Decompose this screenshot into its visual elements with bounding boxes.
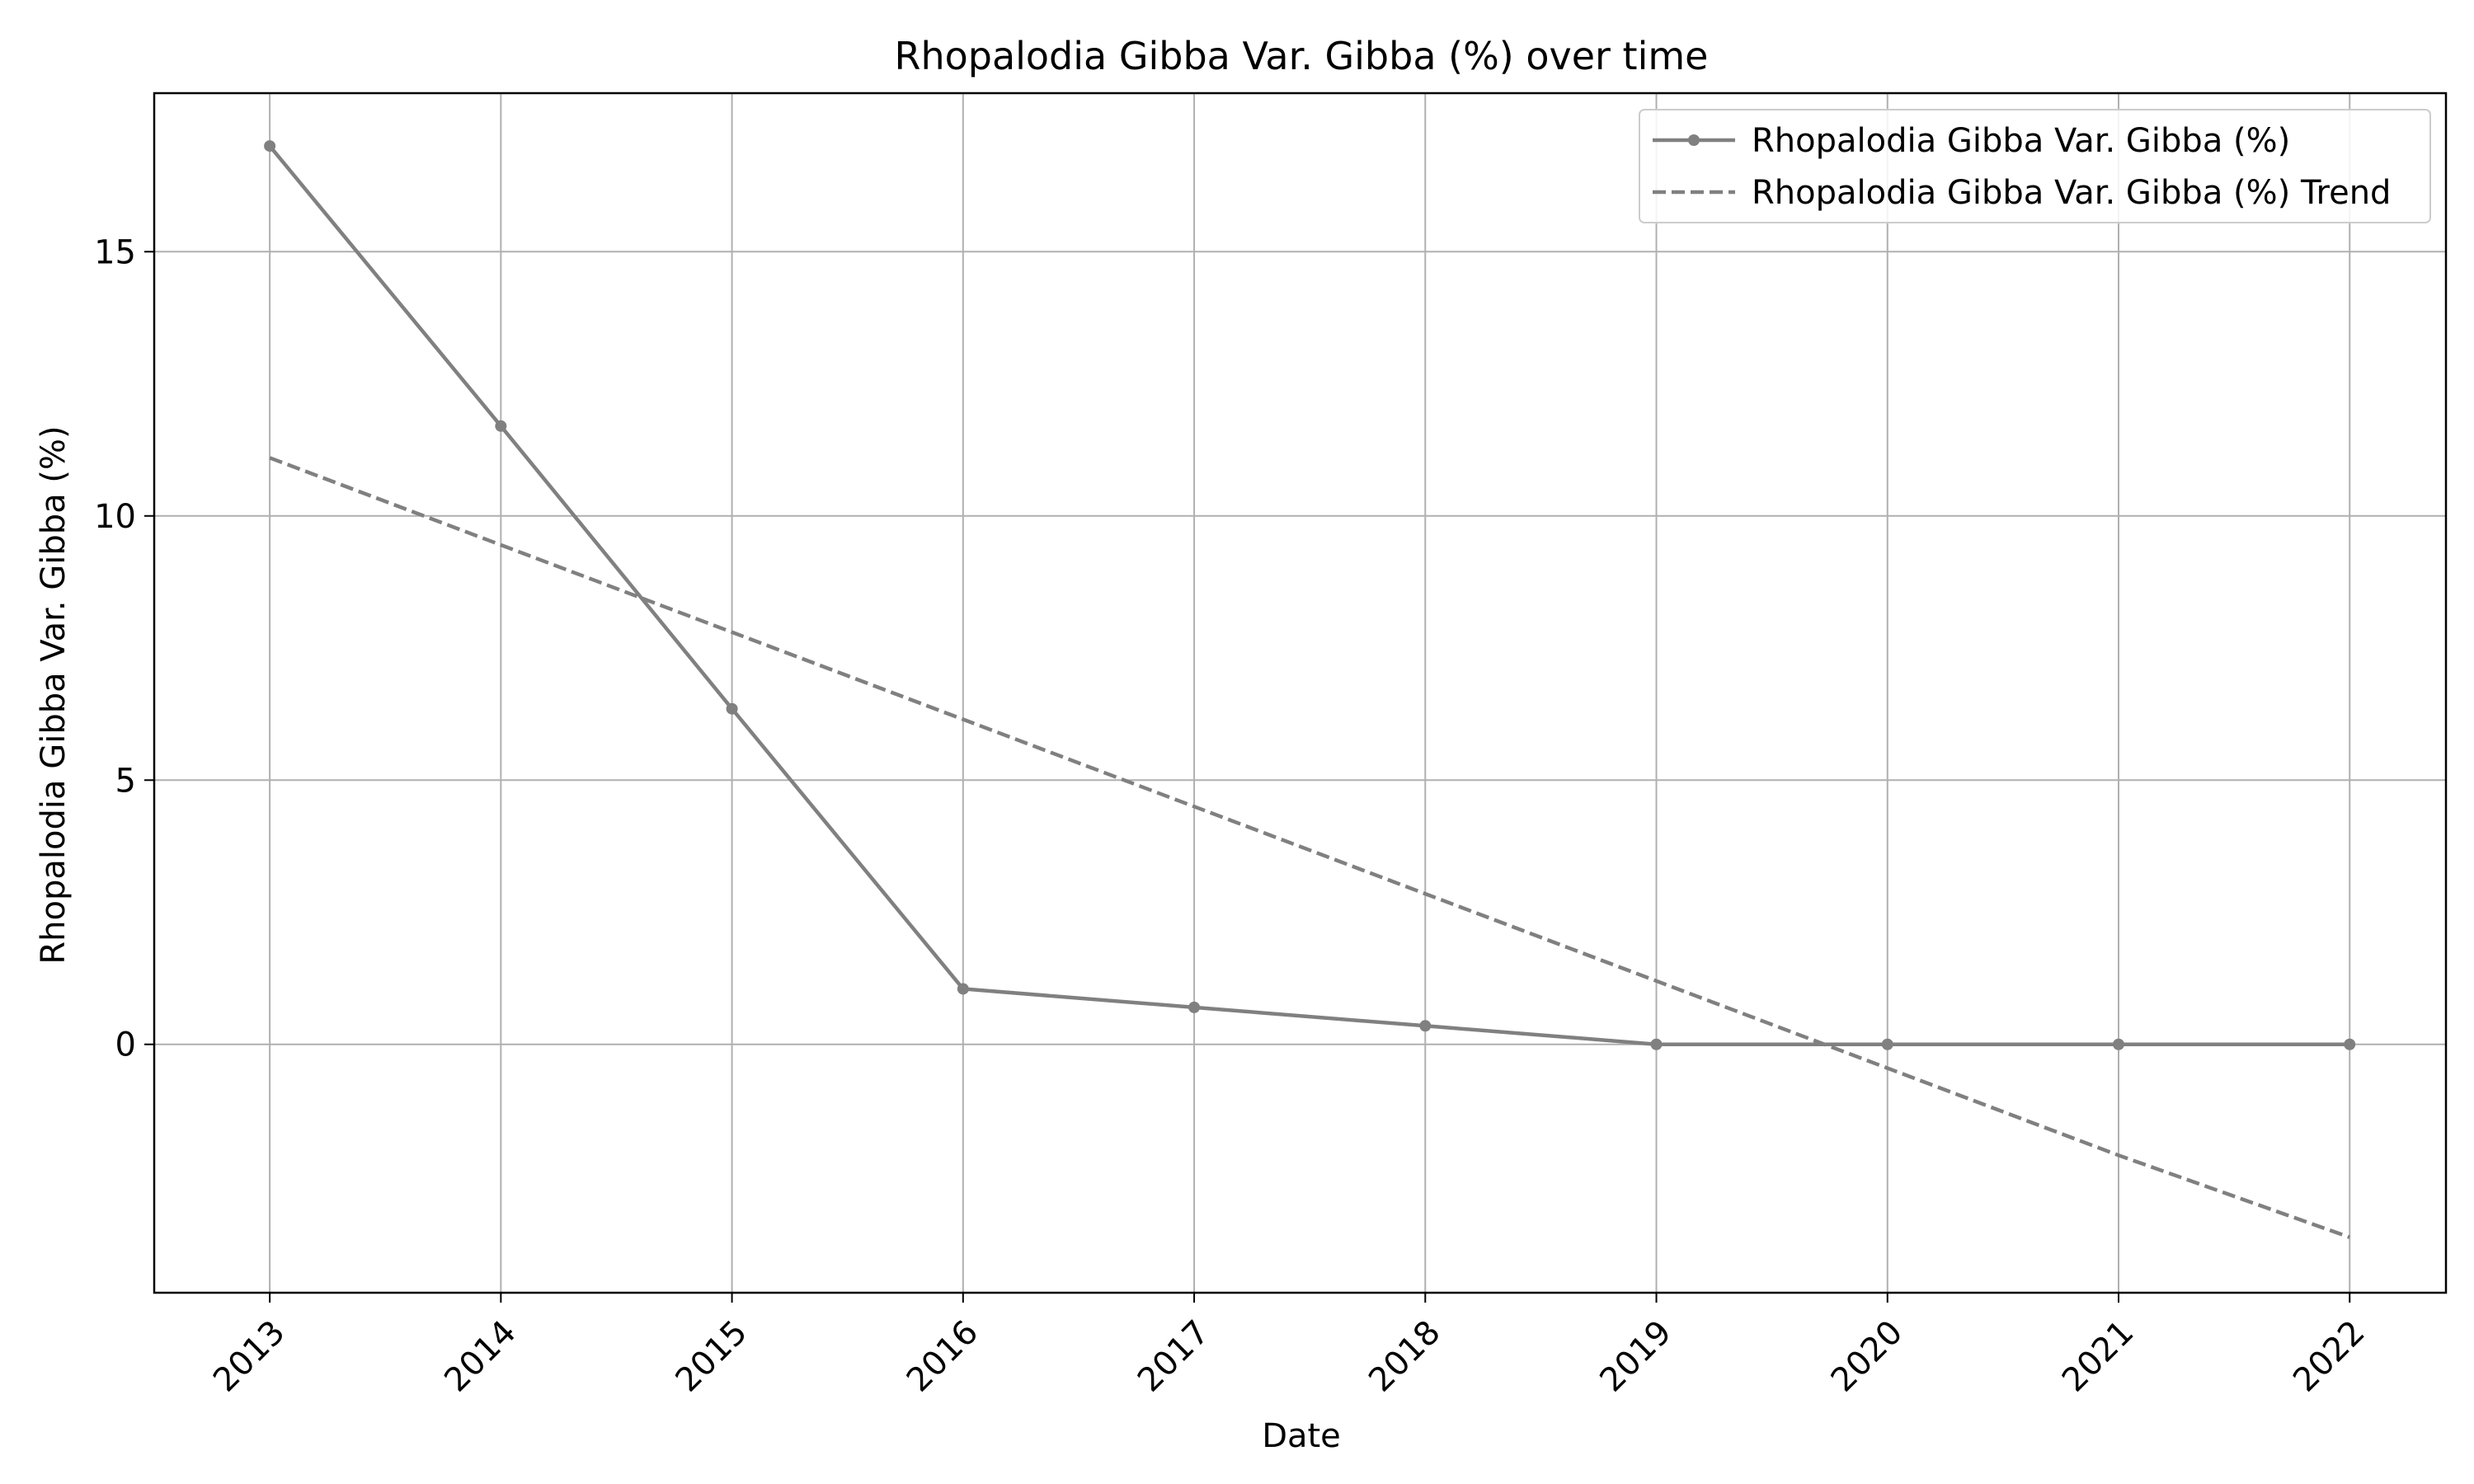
legend: Rhopalodia Gibba Var. Gibba (%) Rhopalod… [1639, 109, 2431, 223]
y-tick-label: 10 [94, 498, 136, 536]
y-tick-label: 5 [115, 762, 136, 800]
legend-box [1639, 109, 2431, 223]
data-point [1650, 1038, 1663, 1050]
legend-label-observed: Rhopalodia Gibba Var. Gibba (%) [1752, 122, 2290, 160]
data-point [495, 420, 507, 432]
legend-marker-observed [1688, 134, 1700, 146]
data-point [1881, 1038, 1893, 1050]
data-point [264, 140, 276, 153]
data-point [1419, 1020, 1432, 1032]
chart-title: Rhopalodia Gibba Var. Gibba (%) over tim… [894, 34, 1708, 78]
data-point [1188, 1001, 1201, 1013]
legend-label-trend: Rhopalodia Gibba Var. Gibba (%) Trend [1752, 174, 2391, 212]
data-point [957, 983, 969, 995]
y-axis-label: Rhopalodia Gibba Var. Gibba (%) [35, 425, 73, 964]
y-tick-label: 15 [94, 233, 136, 271]
plot-frame [153, 92, 2448, 1294]
y-tick-label: 0 [115, 1026, 136, 1064]
data-line [268, 144, 2350, 1046]
data-point [2113, 1038, 2124, 1050]
data-point [726, 702, 738, 715]
data-point [2344, 1038, 2356, 1050]
series-lines [264, 140, 2356, 1239]
trend-line [269, 456, 2350, 1239]
plot-area-background [154, 93, 2446, 1293]
x-axis-label: Date [1262, 1417, 1341, 1455]
